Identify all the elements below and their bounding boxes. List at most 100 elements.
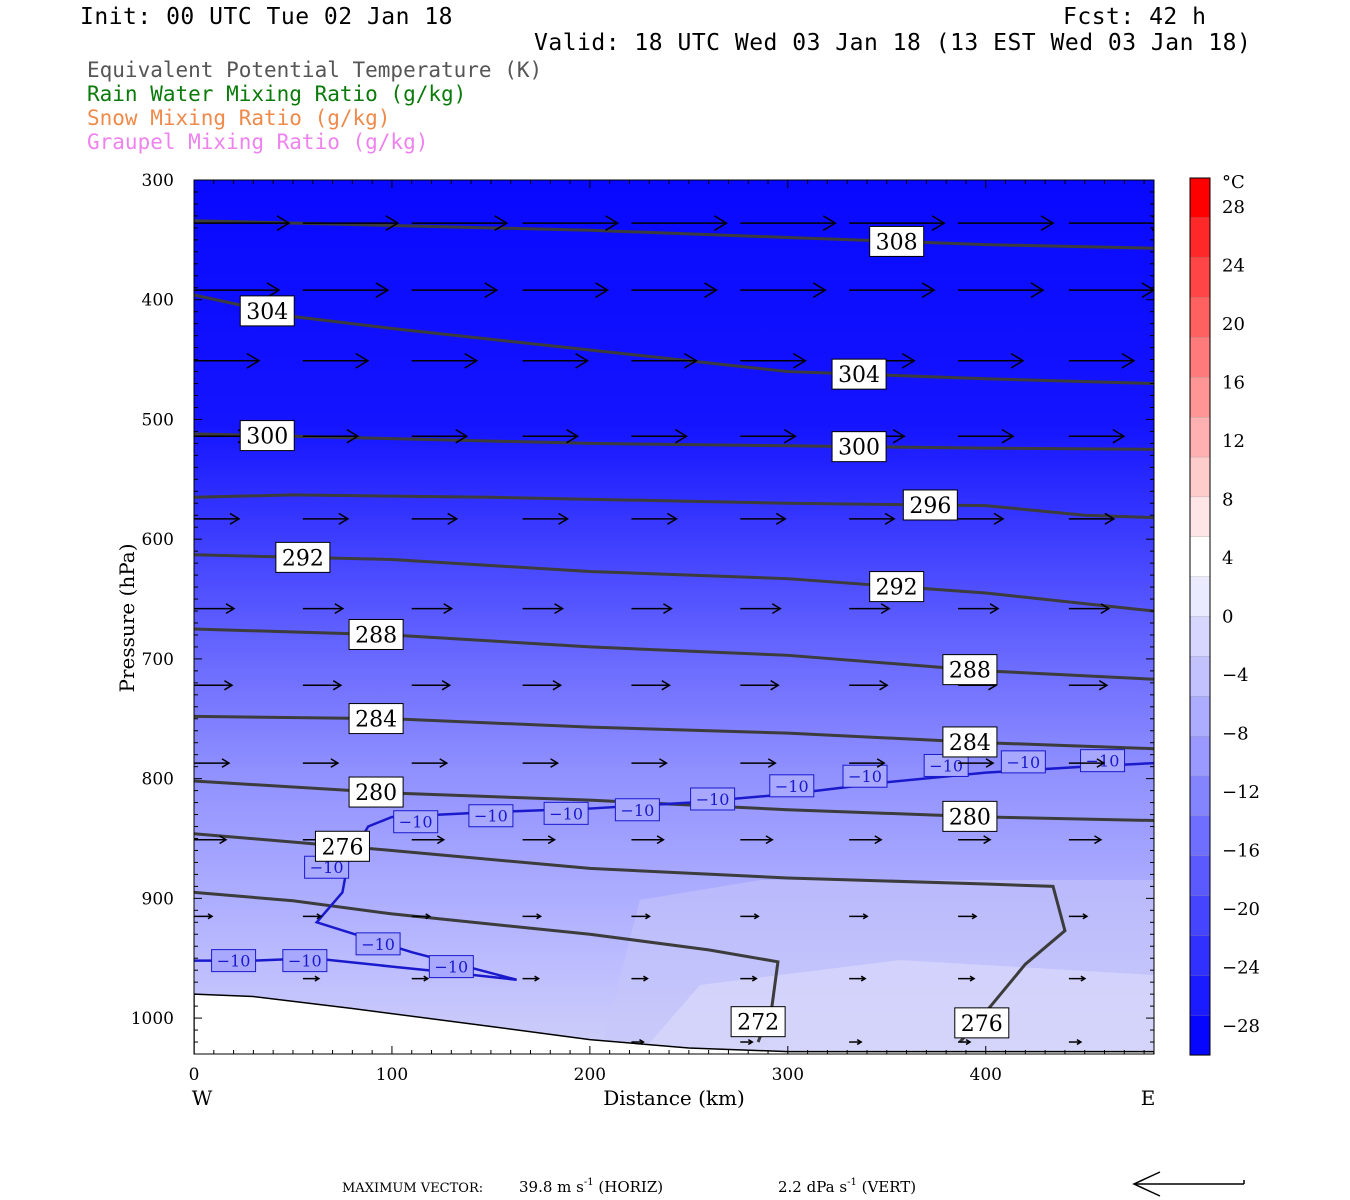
isotherm-label: −10 [769,774,815,798]
colorbar-swatch [1189,496,1211,538]
wind-vector-head [605,215,620,231]
forecast-hour: Fcst: 42 h [1063,4,1207,30]
wind-vector-head [783,428,797,444]
wind-vector-head [225,603,236,615]
x-tick-label: 200 [574,1065,606,1085]
east-label: E [1141,1086,1156,1110]
wind-vector-head [892,428,906,444]
contour-label: 272 [730,1006,786,1038]
theta-e-contour-272 [194,890,780,1043]
colorbar-tick-label: 20 [1222,314,1245,335]
wind-vector [958,1038,972,1046]
wind-vector [194,680,234,691]
wind-vector [958,603,1000,615]
colorbar-tick-label: −20 [1222,899,1260,920]
wind-vector [740,758,777,768]
wind-vector [631,975,649,982]
colorbar-swatch [1189,297,1211,339]
colorbar-tick-label: 0 [1222,607,1233,628]
isotherm-label-text: −10 [474,807,508,826]
wind-vector-head [921,282,936,298]
colorbar-swatch [1189,815,1211,857]
y-tick-label: 800 [142,770,174,790]
wind-vector [194,352,261,369]
wind-vector-head [436,835,446,845]
y-tick-label: 600 [142,530,174,550]
contour-label-box [942,800,998,832]
contour-label: 296 [902,489,958,521]
y-tick-label: 1000 [131,1009,174,1029]
wind-vector [1068,603,1111,615]
wind-vector [522,215,620,231]
wind-vector [740,975,758,982]
isotherm-label-box [842,764,888,788]
wind-vector-head [1098,680,1109,691]
wind-vector [631,758,668,768]
wind-vector [740,215,837,231]
wind-vector [411,215,509,231]
wind-vector-head [822,215,837,231]
contour-label-text: 304 [246,300,288,325]
colorbar-swatch [1189,337,1211,378]
colorbar-swatch [1189,377,1211,418]
contour-label-text: 280 [355,781,397,806]
contour-label: 280 [348,776,404,808]
wind-vector-head [667,512,678,525]
wind-vector-head [1112,428,1126,444]
wind-vector [522,352,590,369]
isotherm-label-box [211,949,257,973]
contour-label: 288 [348,618,404,650]
contour-label-box [831,358,887,390]
west-label: W [192,1086,213,1110]
colorbar-swatch [1189,935,1211,976]
contour-label: 292 [869,571,925,603]
wind-vector-head [1076,1038,1083,1046]
wind-vector [740,352,807,369]
wind-vector [522,758,560,768]
wind-vector-head [1080,975,1087,982]
contour-label: 284 [348,703,404,735]
isotherm-label: −10 [842,764,888,788]
wind-vector [740,512,787,525]
isotherm-label-box [468,804,514,828]
wind-vector [1068,913,1089,920]
wind-vector-head [550,758,560,768]
wind-vector [849,835,883,845]
wind-vector [194,512,241,525]
wind-vector-head [484,282,499,298]
contour-label-box [869,571,925,603]
contour-label-text: 280 [949,805,991,830]
isotherm-label-text: −10 [620,801,654,820]
wind-vector-head [983,835,992,845]
isotherm-label-text: −10 [434,958,468,977]
wind-vector-head [464,352,479,369]
isotherm-label-text: −10 [361,935,395,954]
wind-vector [302,680,343,691]
wind-vector-head [684,352,698,369]
wind-vector-head [534,975,541,982]
field-theta-e: Equivalent Potential Temperature (K) [87,58,543,82]
contour-label-text: 284 [949,731,991,756]
wind-vector-head [661,680,671,691]
isotherm-label: −10 [282,949,328,973]
colorbar-tick-label: 12 [1222,431,1245,452]
wind-vector [522,680,563,691]
wind-vector [522,428,580,444]
y-tick-label: 400 [142,291,174,311]
contour-label-box [869,225,925,257]
wind-vector [411,975,430,982]
x-tick-label: 100 [376,1065,408,1085]
wind-vector-head [1082,913,1089,920]
wind-vector [411,913,432,920]
wind-vector-head [675,428,688,444]
wind-vector [849,215,946,231]
colorbar-tick-label: −24 [1222,957,1260,978]
wind-vector [849,975,867,982]
wind-vector-head [965,1038,972,1046]
wind-vector [631,215,728,231]
wind-vector-head [595,282,610,298]
colorbar-tick-label: 28 [1222,197,1245,218]
isotherm-label-text: −10 [775,777,809,796]
wind-vector [958,215,1055,231]
wind-vector [958,352,1025,369]
